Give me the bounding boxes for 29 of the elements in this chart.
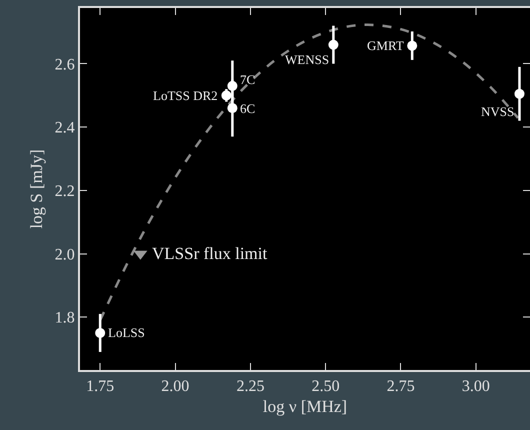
x-tick-label: 2.75 (386, 378, 415, 396)
point (95, 328, 106, 338)
y-tick-label: 2.2 (54, 183, 75, 200)
annotation: NVSS (481, 104, 514, 119)
y-tick-label: 2.4 (54, 120, 75, 137)
annotation: WENSS (285, 52, 330, 67)
x-tick-label: 3.00 (462, 378, 490, 396)
annotation: VLSSr flux limit (152, 244, 268, 263)
point (227, 80, 238, 91)
y-tick-label: 2.0 (54, 246, 75, 264)
y-tick-label: 1.8 (54, 310, 75, 327)
annotation: LoTSS DR2 (153, 88, 218, 103)
point (221, 90, 232, 100)
annotation: 6C (240, 101, 256, 116)
point (227, 103, 238, 114)
annotation: GMRT (367, 38, 404, 53)
point (328, 40, 338, 50)
x-tick-label: 2.00 (161, 378, 190, 396)
point (407, 40, 418, 51)
x-tick-label: 2.25 (236, 378, 264, 396)
y-axis-title: log S [mJy] (26, 149, 46, 229)
line-series (98, 24, 520, 322)
x-tick-label: 2.50 (312, 378, 340, 396)
point (514, 88, 524, 99)
x-axis-title: log ν [MHz] (262, 397, 348, 416)
annotation: LoLSS (108, 325, 145, 340)
annotation: 7C (240, 72, 256, 87)
y-tick-label: 2.6 (54, 56, 75, 74)
x-tick-label: 1.75 (86, 378, 114, 396)
